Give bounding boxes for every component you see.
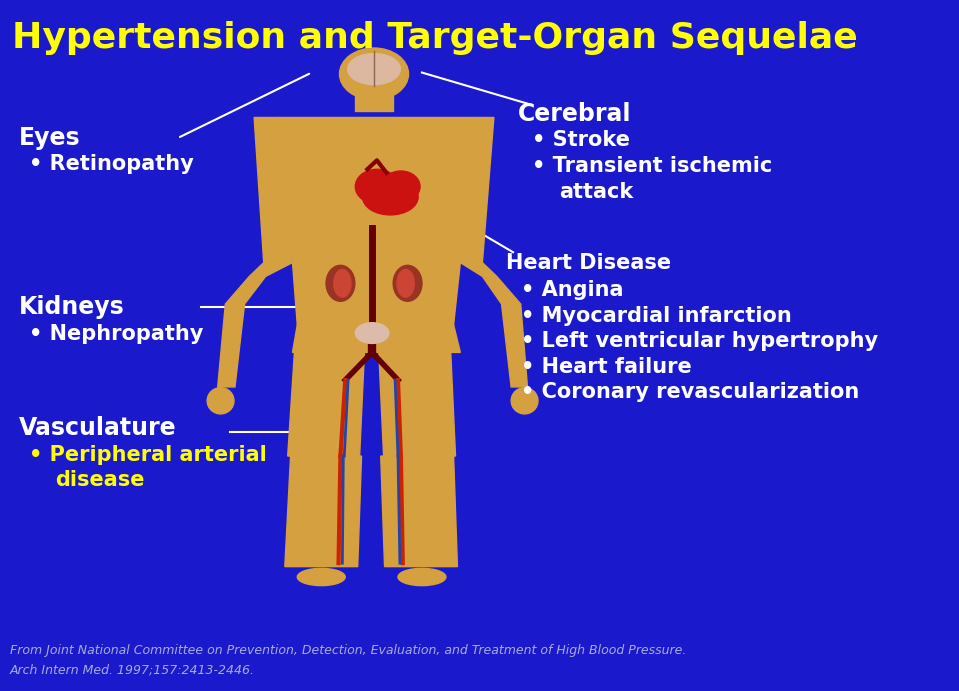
Text: • Nephropathy: • Nephropathy [29,325,203,344]
Ellipse shape [355,323,389,343]
Polygon shape [288,352,364,456]
Text: • Peripheral arterial: • Peripheral arterial [29,445,267,464]
Polygon shape [285,456,362,567]
Text: Vasculature: Vasculature [19,417,176,440]
Ellipse shape [398,568,446,586]
Text: • Myocardial infarction: • Myocardial infarction [521,306,791,325]
Ellipse shape [334,269,351,297]
Text: Kidneys: Kidneys [19,296,125,319]
Text: • Left ventricular hypertrophy: • Left ventricular hypertrophy [521,332,877,351]
Text: Eyes: Eyes [19,126,81,150]
Polygon shape [292,263,460,325]
Text: Cerebral: Cerebral [518,102,631,126]
Ellipse shape [356,169,399,204]
Text: • Stroke: • Stroke [532,130,630,149]
Ellipse shape [382,171,420,202]
Ellipse shape [326,265,355,301]
Polygon shape [278,117,475,263]
Ellipse shape [297,568,345,586]
Text: • Heart failure: • Heart failure [521,357,691,377]
Ellipse shape [397,269,414,297]
Polygon shape [379,352,456,456]
Text: From Joint National Committee on Prevention, Detection, Evaluation, and Treatmen: From Joint National Committee on Prevent… [10,645,686,657]
Polygon shape [460,117,527,387]
Ellipse shape [207,388,234,414]
Ellipse shape [393,265,422,301]
Text: • Angina: • Angina [521,281,623,300]
Polygon shape [381,456,457,567]
Text: • Transient ischemic: • Transient ischemic [532,156,773,176]
Ellipse shape [363,179,418,215]
Ellipse shape [339,48,409,100]
Text: disease: disease [56,471,145,490]
Text: Arch Intern Med. 1997;157:2413-2446.: Arch Intern Med. 1997;157:2413-2446. [10,664,254,676]
Text: • Coronary revascularization: • Coronary revascularization [521,383,859,402]
Text: • Retinopathy: • Retinopathy [29,155,194,174]
Text: Hypertension and Target-Organ Sequelae: Hypertension and Target-Organ Sequelae [12,21,857,55]
Bar [355,75,393,111]
Polygon shape [292,325,460,352]
Polygon shape [218,117,292,387]
Ellipse shape [511,388,538,414]
Text: Heart Disease: Heart Disease [506,253,671,272]
Text: attack: attack [559,182,633,202]
Ellipse shape [347,54,401,85]
